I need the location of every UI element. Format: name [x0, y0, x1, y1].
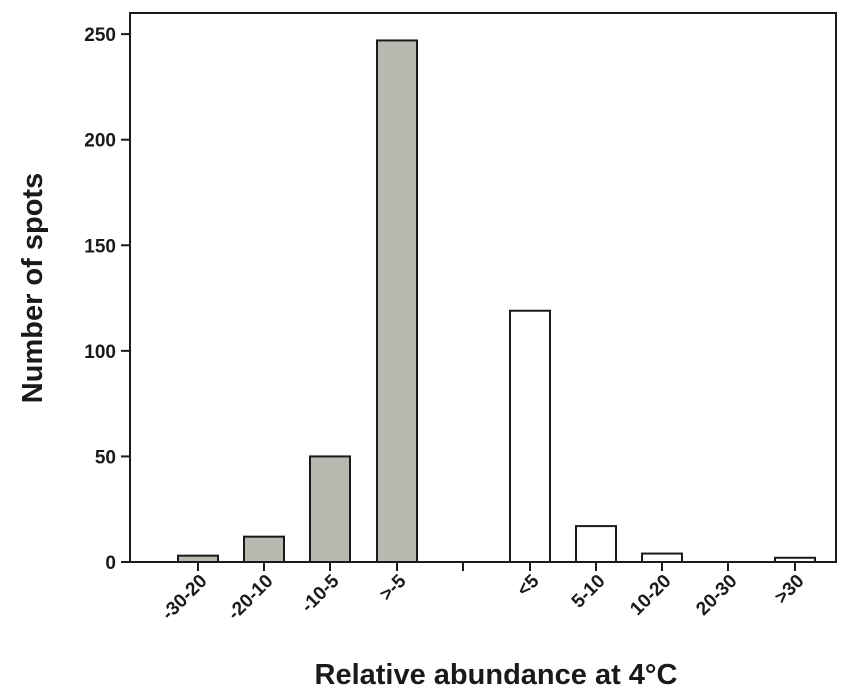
bar-3 — [309, 455, 351, 563]
y-tick-label: 100 — [84, 342, 116, 363]
bar-5 — [509, 309, 551, 563]
bar-2 — [243, 535, 285, 564]
x-tick-label: -20-10 — [224, 571, 278, 625]
x-tick-label: <5 — [513, 570, 543, 600]
y-tick-label: 150 — [84, 236, 116, 257]
bar-1 — [177, 554, 219, 564]
axes — [129, 12, 837, 563]
x-axis-title: Relative abundance at 4°C — [315, 659, 678, 691]
bar-4 — [376, 39, 418, 563]
bar-9 — [774, 556, 816, 563]
bar-6 — [575, 525, 617, 563]
x-tick-label: >30 — [771, 571, 809, 609]
x-tick-label: >-5 — [376, 570, 411, 605]
bar-7 — [641, 552, 683, 563]
y-tick-label: 200 — [84, 131, 116, 152]
y-axis-ticks: 0 50 100 150 200 250 — [84, 25, 130, 574]
x-tick-label: -30-20 — [158, 571, 212, 625]
x-tick-label: -10-5 — [297, 570, 344, 617]
bars — [177, 39, 816, 564]
x-axis-ticks: -30-20 -20-10 -10-5 >-5 <5 5-10 10-20 20-30 >30 — [158, 562, 809, 624]
y-tick-label: 250 — [84, 25, 116, 46]
plot-frame — [129, 12, 837, 563]
x-tick-label: 10-20 — [626, 571, 675, 620]
x-tick-label: 20-30 — [692, 571, 741, 620]
x-tick-label: 5-10 — [568, 571, 610, 613]
y-tick-label: 0 — [105, 553, 116, 574]
y-tick-label: 50 — [95, 447, 116, 468]
y-axis-title: Number of spots — [17, 173, 49, 403]
